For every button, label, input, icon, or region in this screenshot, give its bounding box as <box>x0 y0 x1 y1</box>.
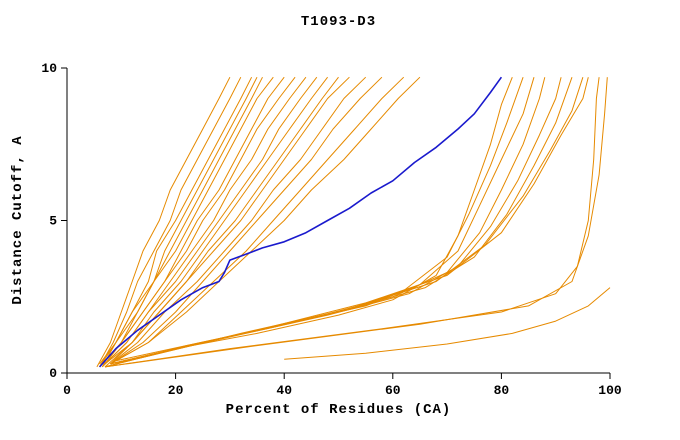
x-tick-label: 20 <box>168 383 184 398</box>
model-curve <box>284 287 611 360</box>
model-curve <box>104 77 608 368</box>
x-tick-label: 0 <box>63 383 71 398</box>
model-curve <box>104 76 263 365</box>
y-tick-label: 0 <box>49 366 57 381</box>
model-curve <box>104 76 307 365</box>
model-curve <box>104 76 350 368</box>
model-curve <box>101 76 258 368</box>
x-axis-label: Percent of Residues (CA) <box>225 402 452 418</box>
model-curve <box>110 77 562 365</box>
model-curve <box>99 76 296 368</box>
model-curve <box>115 77 589 362</box>
x-tick-label: 60 <box>385 383 401 398</box>
model-curve <box>115 76 405 362</box>
model-curve <box>110 77 535 365</box>
x-tick-label: 80 <box>494 383 510 398</box>
model-curve <box>99 76 242 368</box>
model-curve <box>104 77 524 368</box>
model-curve <box>104 77 513 368</box>
model-curve <box>99 76 503 368</box>
y-axis-label: Distance Cutoff, A <box>10 135 26 305</box>
model-curve <box>101 76 318 368</box>
model-curve <box>104 76 328 365</box>
model-curve <box>110 76 421 365</box>
x-tick-label: 100 <box>598 383 622 398</box>
model-curve <box>104 77 600 368</box>
x-tick-label: 40 <box>276 383 292 398</box>
model-curve <box>99 76 274 368</box>
y-tick-label: 5 <box>49 214 57 229</box>
model-curve <box>96 76 231 368</box>
model-curve <box>110 76 383 365</box>
chart-title: T1093-D3 <box>300 14 377 30</box>
model-curve <box>110 76 367 365</box>
y-tick-label: 10 <box>41 61 57 76</box>
